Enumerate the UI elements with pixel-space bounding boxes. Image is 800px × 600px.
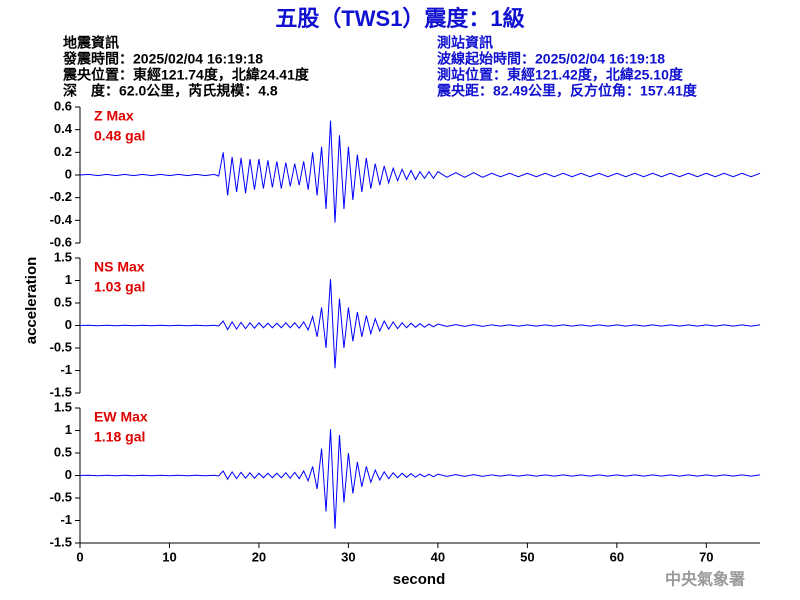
trace	[79, 120, 761, 223]
x-tick-label: 70	[699, 549, 713, 564]
x-tick-label: 0	[76, 549, 83, 564]
y-tick-label: 0	[65, 467, 72, 482]
info-line: 測站位置：東經121.42度，北緯25.10度	[437, 67, 684, 83]
y-tick-label: -1.5	[50, 384, 72, 399]
y-axis-label: acceleration	[23, 257, 40, 345]
y-tick-label: 0.6	[54, 98, 72, 113]
x-axis-label: second	[393, 571, 446, 588]
y-tick-label: -0.4	[50, 212, 73, 227]
info-line: 深 度：62.0公里，芮氏規模：4.8	[63, 83, 278, 99]
annotation: 1.18 gal	[94, 429, 145, 445]
y-tick-label: -0.5	[50, 339, 72, 354]
y-tick-label: 0	[65, 317, 72, 332]
annotation: Z Max	[94, 108, 134, 124]
x-tick-label: 30	[341, 549, 355, 564]
x-tick-label: 20	[252, 549, 266, 564]
annotation: EW Max	[94, 409, 148, 425]
x-tick-label: 40	[431, 549, 445, 564]
info-line: 震央距：82.49公里，反方位角：157.41度	[436, 83, 698, 99]
y-tick-label: -0.2	[50, 189, 72, 204]
x-tick-label: 60	[610, 549, 624, 564]
y-tick-label: -0.5	[50, 489, 72, 504]
x-tick-label: 10	[162, 549, 176, 564]
y-tick-label: 1.5	[54, 399, 72, 414]
chart-title: 五股（TWS1）震度：1級	[275, 6, 524, 31]
info-line: 發震時間：2025/02/04 16:19:18	[62, 51, 263, 67]
x-tick-label: 50	[520, 549, 534, 564]
y-tick-label: 0.5	[54, 294, 72, 309]
info-line: 震央位置：東經121.74度，北緯24.41度	[62, 67, 310, 83]
trace	[79, 279, 761, 369]
info-line: 測站資訊	[437, 35, 493, 51]
y-tick-label: 0.5	[54, 444, 72, 459]
y-tick-label: 1	[65, 422, 72, 437]
annotation: NS Max	[94, 259, 145, 275]
trace	[79, 429, 761, 529]
y-tick-label: 0	[65, 166, 72, 181]
y-tick-label: -1	[60, 512, 72, 527]
y-tick-label: -1.5	[50, 534, 72, 549]
y-tick-label: 1.5	[54, 249, 72, 264]
y-tick-label: 1	[65, 272, 72, 287]
info-line: 波線起始時間：2025/02/04 16:19:18	[437, 51, 665, 67]
y-tick-label: 0.4	[54, 121, 73, 136]
info-line: 地震資訊	[63, 35, 119, 51]
y-tick-label: -1	[60, 362, 72, 377]
y-tick-label: -0.6	[50, 234, 72, 249]
annotation: 1.03 gal	[94, 279, 145, 295]
footer: 中央氣象署	[665, 570, 745, 589]
annotation: 0.48 gal	[94, 128, 145, 144]
y-tick-label: 0.2	[54, 144, 72, 159]
